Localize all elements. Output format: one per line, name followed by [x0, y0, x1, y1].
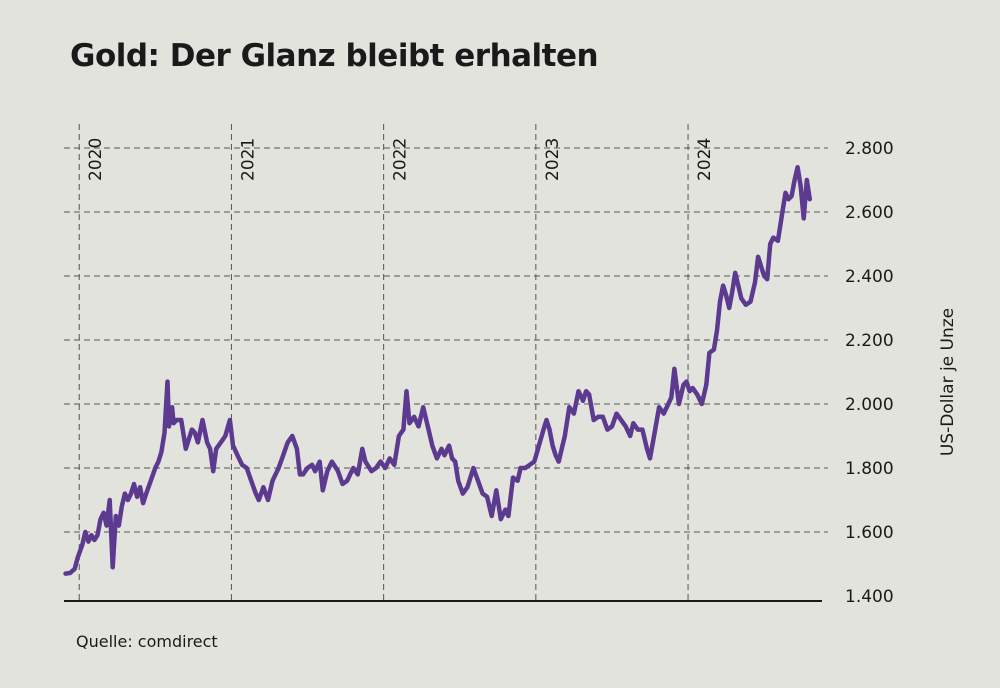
- source-note: Quelle: comdirect: [76, 632, 218, 651]
- gridlines: [64, 147, 828, 533]
- y-axis-label: US-Dollar je Unze: [938, 307, 958, 457]
- y-tick-label: 1.600: [845, 523, 894, 543]
- y-tick-label: 2.600: [845, 203, 894, 223]
- y-tick-label: 1.800: [845, 459, 894, 479]
- gold-price-line: [63, 164, 813, 576]
- chart-title: Gold: Der Glanz bleibt erhalten: [70, 38, 599, 74]
- y-tick-label: 2.400: [845, 267, 894, 287]
- year-label: 2023: [543, 138, 563, 181]
- y-tick-label: 2.000: [845, 395, 894, 415]
- y-tick-label: 2.200: [845, 331, 894, 351]
- y-axis-tick-labels: 1.400 1.600 1.800 2.000 2.200 2.400 2.600 2.800: [845, 139, 894, 607]
- y-tick-label: 2.800: [845, 139, 894, 159]
- year-label: 2020: [86, 138, 106, 181]
- year-label: 2021: [238, 138, 258, 181]
- year-markers: 2020 2021 2022 2023 2024: [78, 124, 715, 601]
- year-label: 2022: [391, 138, 411, 181]
- year-label: 2024: [695, 138, 715, 181]
- y-tick-label: 1.400: [845, 587, 894, 607]
